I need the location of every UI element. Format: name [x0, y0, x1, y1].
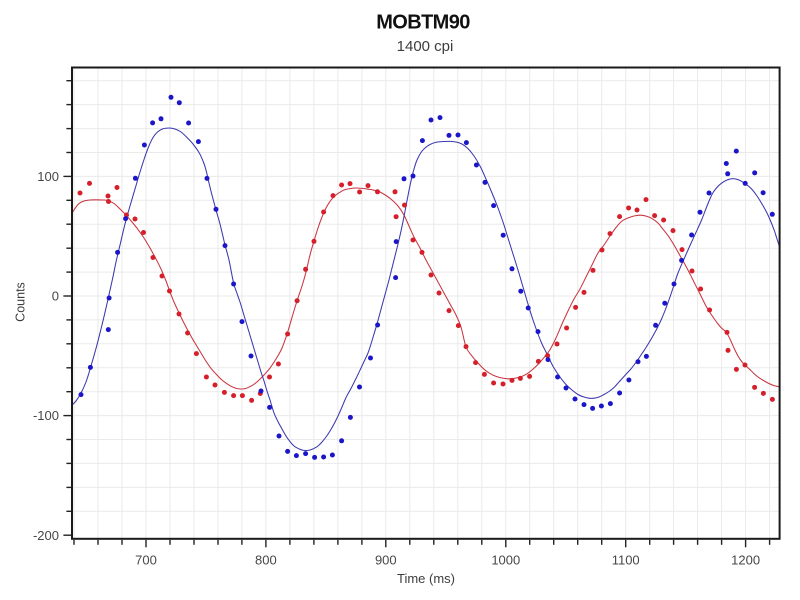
svg-text:-100: -100	[33, 408, 59, 423]
svg-text:100: 100	[37, 169, 59, 184]
svg-text:1400 cpi: 1400 cpi	[397, 38, 454, 55]
svg-text:700: 700	[135, 553, 157, 568]
svg-text:800: 800	[255, 553, 277, 568]
svg-text:Counts: Counts	[14, 282, 28, 322]
svg-text:-200: -200	[33, 528, 59, 543]
svg-text:Time (ms): Time (ms)	[397, 571, 455, 586]
svg-text:900: 900	[375, 553, 397, 568]
svg-text:1100: 1100	[612, 553, 640, 568]
svg-text:MOBTM90: MOBTM90	[376, 12, 470, 34]
svg-text:1000: 1000	[491, 553, 520, 568]
svg-text:1200: 1200	[731, 553, 760, 568]
svg-text:0: 0	[52, 289, 59, 304]
